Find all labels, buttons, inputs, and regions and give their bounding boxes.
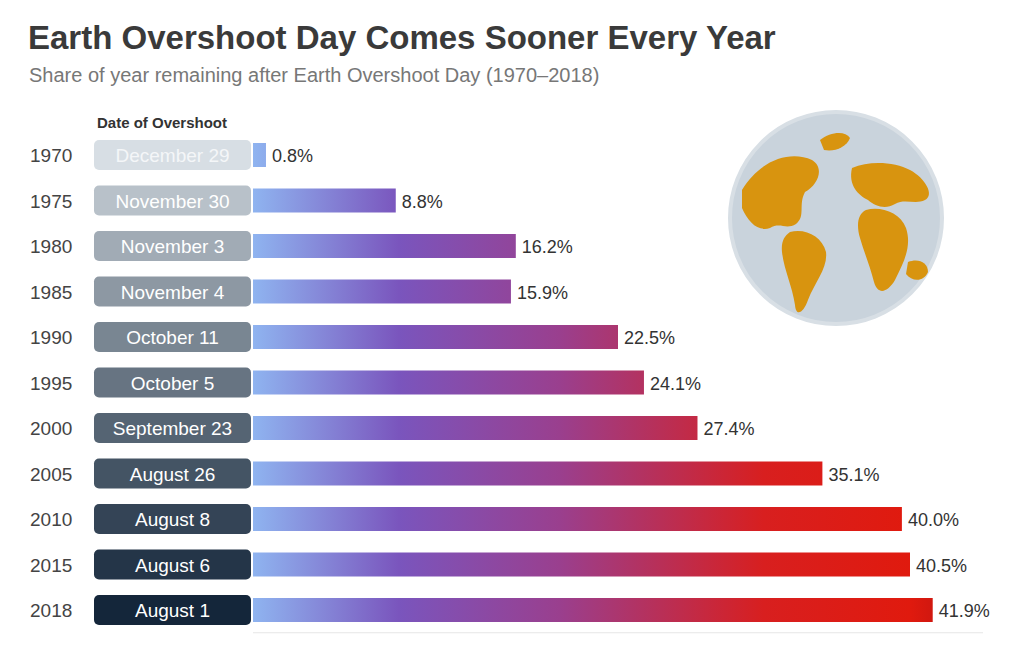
subtitle: Share of year remaining after Earth Over… — [29, 64, 599, 86]
date-pill — [94, 322, 251, 352]
bar — [253, 507, 902, 531]
bar — [253, 553, 910, 577]
date-pill — [94, 595, 251, 625]
date-label: August 1 — [135, 600, 210, 621]
date-label: August 8 — [135, 509, 210, 530]
data-label: 16.2% — [522, 237, 573, 257]
category-label: 1975 — [30, 191, 72, 212]
date-label: November 4 — [121, 282, 225, 303]
chart: Earth Overshoot Day Comes Sooner Every Y… — [0, 0, 1024, 653]
bar — [253, 325, 618, 349]
date-label: December 29 — [115, 145, 229, 166]
bar — [253, 462, 822, 486]
category-label: 2005 — [30, 464, 72, 485]
date-label: September 23 — [113, 418, 232, 439]
category-label: 2015 — [30, 555, 72, 576]
bar — [253, 234, 516, 258]
data-label: 27.4% — [703, 419, 754, 439]
date-pill — [94, 459, 251, 489]
axis-line — [253, 632, 983, 633]
data-label: 35.1% — [828, 465, 879, 485]
globe-sphere — [730, 112, 942, 324]
globe-land — [858, 209, 908, 291]
bar — [253, 280, 511, 304]
date-pill — [94, 504, 251, 534]
data-label: 22.5% — [624, 328, 675, 348]
bar — [253, 371, 644, 395]
category-label: 1985 — [30, 282, 72, 303]
title: Earth Overshoot Day Comes Sooner Every Y… — [28, 19, 776, 56]
data-label: 15.9% — [517, 283, 568, 303]
globe — [730, 112, 942, 324]
category-label: 1980 — [30, 236, 72, 257]
date-label: November 30 — [115, 191, 229, 212]
date-label: August 6 — [135, 555, 210, 576]
date-label: October 5 — [131, 373, 214, 394]
category-label: 2018 — [30, 600, 72, 621]
globe-land — [820, 133, 850, 151]
date-pill — [94, 140, 251, 170]
date-pill — [94, 231, 251, 261]
date-pill — [94, 277, 251, 307]
bar — [253, 598, 933, 622]
date-label: August 26 — [130, 464, 216, 485]
data-label: 8.8% — [402, 192, 443, 212]
globe-land — [851, 163, 929, 207]
date-pill — [94, 550, 251, 580]
bars — [253, 143, 933, 622]
column-header: Date of Overshoot — [97, 114, 227, 131]
bar — [253, 143, 266, 167]
data-label: 40.0% — [908, 510, 959, 530]
date-pill — [94, 186, 251, 216]
globe-land — [906, 260, 928, 279]
globe-land — [742, 156, 819, 229]
bar — [253, 189, 396, 213]
data-label: 24.1% — [650, 374, 701, 394]
labels: 1970 December 29 0.8% 1975 November 30 8.8% 19… — [30, 140, 990, 625]
date-label: October 11 — [126, 327, 219, 348]
globe-land — [782, 231, 826, 312]
category-label: 2000 — [30, 418, 72, 439]
date-pill — [94, 368, 251, 398]
data-label: 0.8% — [272, 146, 313, 166]
category-label: 1995 — [30, 373, 72, 394]
date-label: November 3 — [121, 236, 225, 257]
data-label: 41.9% — [939, 601, 990, 621]
date-pill — [94, 413, 251, 443]
data-label: 40.5% — [916, 556, 967, 576]
bar — [253, 416, 697, 440]
category-label: 1970 — [30, 145, 72, 166]
category-label: 2010 — [30, 509, 72, 530]
category-label: 1990 — [30, 327, 72, 348]
